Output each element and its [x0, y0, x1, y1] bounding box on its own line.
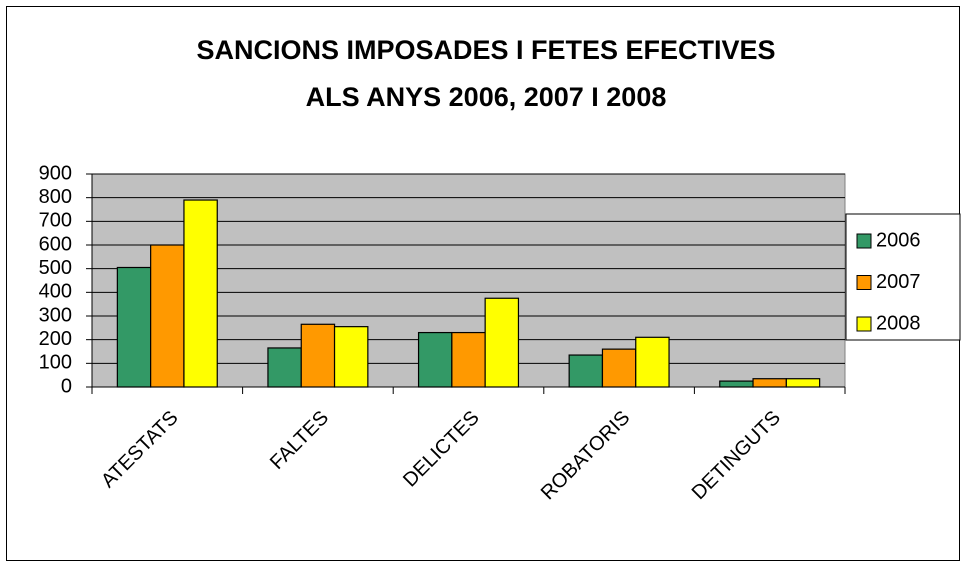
- y-tick-label: 0: [61, 375, 72, 397]
- legend-swatch: [856, 316, 872, 332]
- bar: [183, 199, 218, 388]
- legend-swatch: [856, 233, 872, 249]
- bar: [568, 354, 604, 388]
- bar: [267, 347, 302, 388]
- bar: [451, 331, 486, 388]
- y-tick-label: 400: [39, 281, 72, 303]
- legend-label: 2006: [876, 229, 921, 251]
- legend-label: 2007: [876, 271, 921, 293]
- y-tick-label: 200: [39, 328, 72, 350]
- bar: [484, 297, 520, 388]
- y-tick-label: 500: [39, 257, 72, 279]
- bar: [635, 336, 670, 388]
- chart-title: ALS ANYS 2006, 2007 I 2008: [306, 82, 667, 112]
- bar: [719, 380, 754, 388]
- y-tick-label: 300: [39, 304, 72, 326]
- bar: [116, 266, 152, 388]
- y-tick-label: 100: [39, 352, 72, 374]
- y-tick-label: 700: [39, 210, 72, 232]
- y-tick-label: 800: [39, 186, 72, 208]
- y-tick-label: 600: [39, 233, 72, 255]
- chart-title: SANCIONS IMPOSADES I FETES EFECTIVES: [196, 35, 775, 65]
- bar: [785, 378, 821, 388]
- bar: [417, 331, 453, 388]
- y-tick-label: 900: [39, 162, 72, 184]
- legend-label: 2008: [876, 312, 921, 334]
- bar: [752, 378, 787, 388]
- bar: [601, 348, 637, 388]
- legend-swatch: [856, 275, 872, 290]
- bar: [300, 323, 336, 388]
- bar: [150, 244, 185, 388]
- bar: [333, 326, 369, 388]
